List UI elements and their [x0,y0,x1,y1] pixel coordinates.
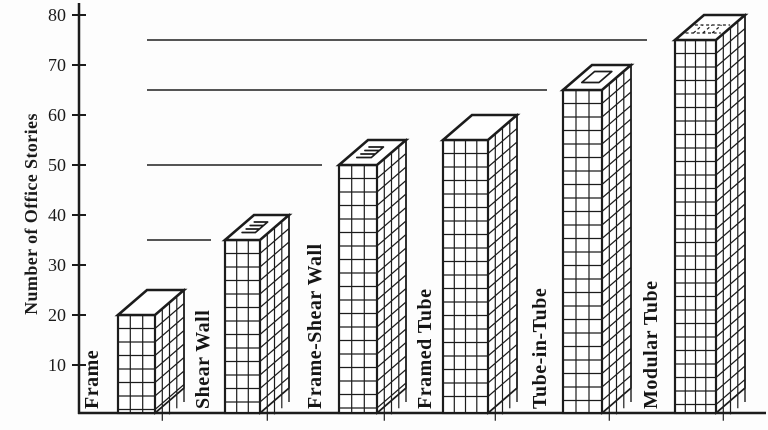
roof-mark-core-walls-icon [241,221,269,234]
category-label-modular-tube: Modular Tube [640,281,662,409]
roof-face [221,213,293,242]
roof-mark-core-walls-icon [355,146,385,159]
front-face [337,163,379,415]
front-face [223,238,262,415]
facade-grid [225,221,290,421]
building-frame-shear-wall: Frame-Shear Wall [304,138,410,421]
category-label-frame-shear-wall: Frame-Shear Wall [304,243,326,409]
facade-grid [118,296,185,421]
facade-grid [443,121,518,421]
y-axis: 10 20 30 40 50 60 70 80 [48,3,86,414]
roof-mark-modules-icon [685,24,731,34]
building-tube-in-tube: Tube-in-Tube [529,63,635,421]
building-frame: Frame [81,288,188,421]
category-label-tube-in-tube: Tube-in-Tube [529,288,551,409]
y-tick-label: 80 [48,5,66,25]
facade-grid [563,71,632,421]
y-tick-label: 70 [48,55,66,75]
roof-face [671,13,749,42]
roof-face [559,63,635,92]
facade-grid [675,21,746,421]
y-tick-label: 20 [48,305,66,325]
y-tick-label: 40 [48,205,66,225]
y-tick-label: 50 [48,155,66,175]
roof-face [335,138,410,167]
roof-mark-inner-tube-icon [580,70,613,84]
building-modular-tube: Modular Tube [640,13,749,421]
roof-face [439,113,521,142]
building-shear-wall: Shear Wall [192,213,293,421]
category-label-frame: Frame [81,350,103,409]
y-tick-label: 60 [48,105,66,125]
y-tick-label: 30 [48,255,66,275]
roof-face [114,288,188,317]
category-label-shear-wall: Shear Wall [192,310,214,409]
category-label-framed-tube: Framed Tube [414,288,436,409]
facade-grid [339,146,407,421]
y-tick-label: 10 [48,355,66,375]
building-framed-tube: Framed Tube [414,113,521,421]
front-face [116,313,157,415]
